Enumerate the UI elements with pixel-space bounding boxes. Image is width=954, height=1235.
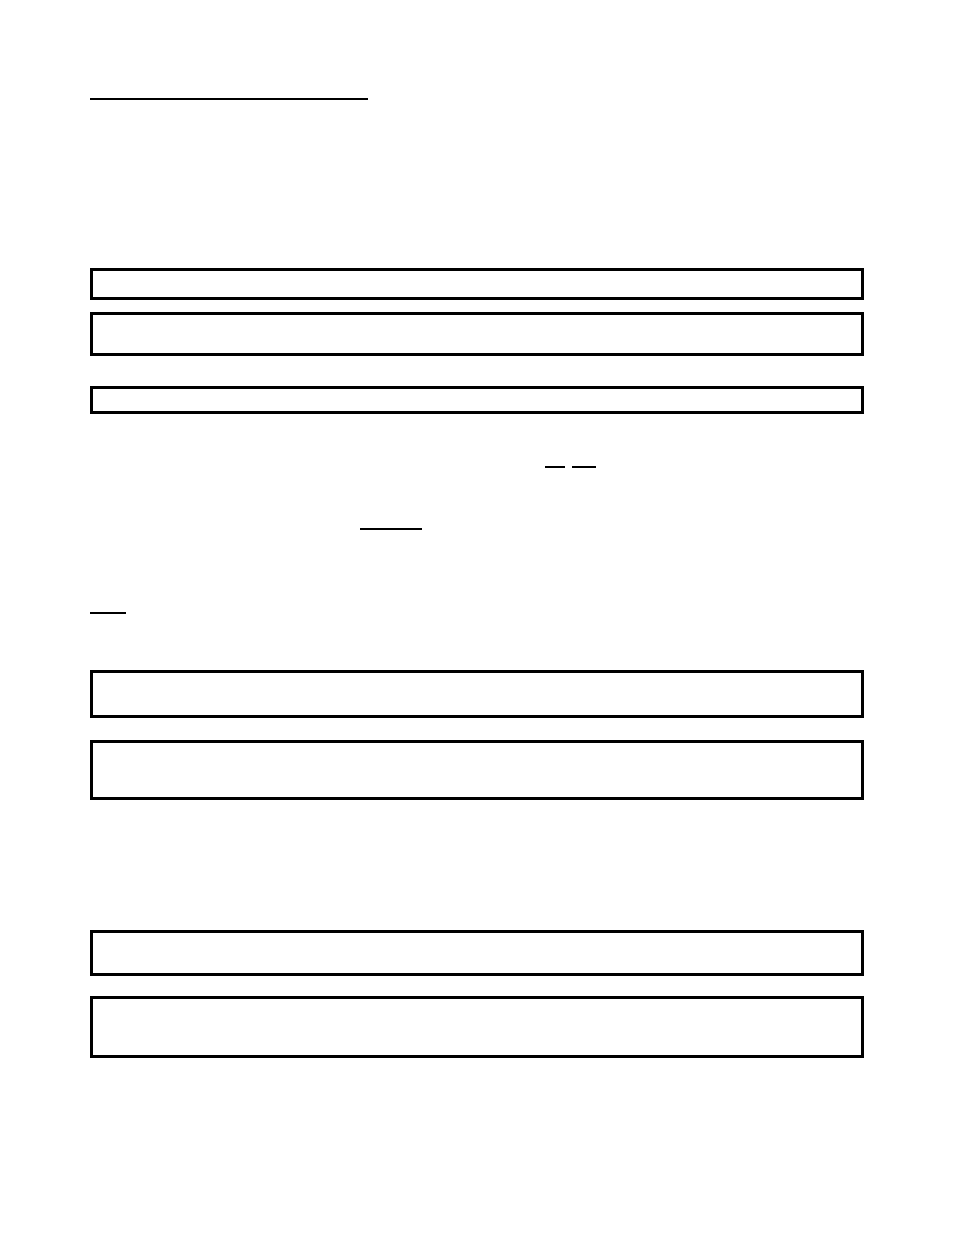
content-box [90, 670, 864, 718]
document-page [0, 0, 954, 1235]
content-box [90, 740, 864, 800]
content-box [90, 312, 864, 356]
content-box [90, 996, 864, 1058]
text-underline [572, 466, 596, 468]
text-underline [545, 466, 565, 468]
content-box [90, 930, 864, 976]
title-underline [90, 98, 368, 100]
content-box [90, 268, 864, 300]
text-underline [90, 612, 126, 614]
text-underline [360, 528, 422, 530]
content-box [90, 386, 864, 414]
